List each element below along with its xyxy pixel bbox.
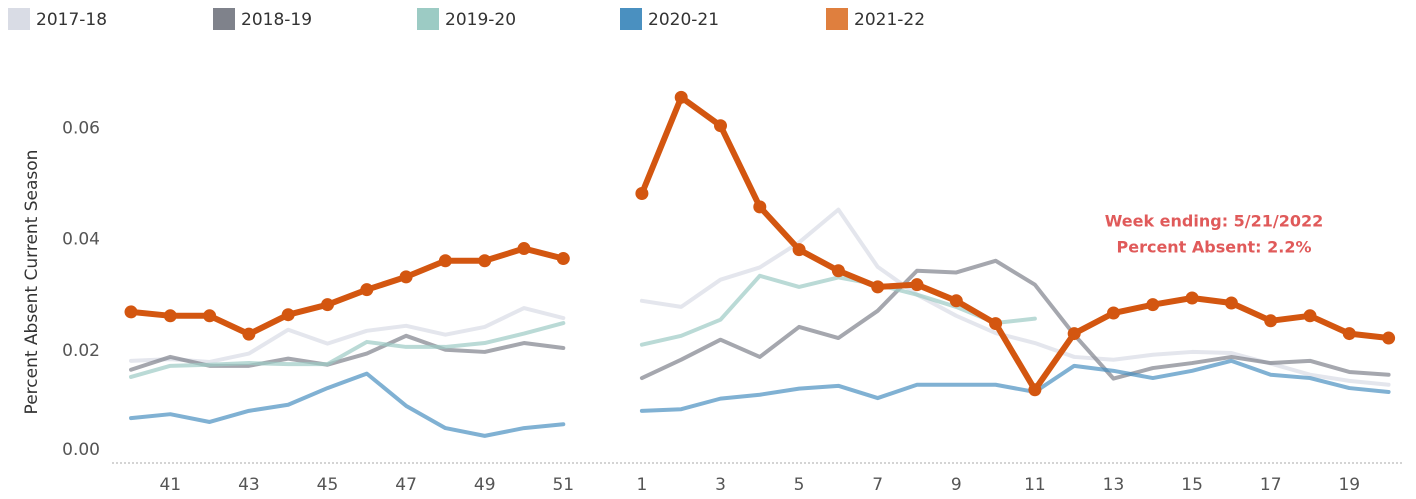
point (399, 270, 413, 284)
point (556, 252, 570, 266)
point (989, 317, 1003, 331)
series-line (639, 273, 1037, 347)
point (1185, 291, 1199, 305)
point (163, 309, 177, 323)
x-tick-label: 13 (1103, 475, 1125, 495)
legend-label: 2018-19 (241, 10, 312, 30)
point (674, 90, 688, 104)
x-tick-label: 41 (159, 475, 181, 495)
point (124, 305, 138, 319)
x-tick-label: 43 (238, 475, 260, 495)
point (1382, 331, 1396, 345)
x-tick-label: 11 (1024, 475, 1046, 495)
point (1264, 314, 1278, 328)
point (360, 283, 374, 297)
legend-swatch (620, 8, 642, 30)
series-line (129, 306, 566, 364)
point (321, 298, 334, 312)
series-line (639, 358, 1391, 413)
legend-label: 2020-21 (648, 10, 719, 30)
series-line (639, 258, 1391, 381)
series-line (129, 321, 566, 379)
x-tick-label: 5 (794, 475, 805, 495)
point (281, 308, 295, 322)
legend-label: 2021-22 (854, 10, 925, 30)
series-line (128, 245, 567, 338)
point (949, 294, 963, 308)
x-tick-label: 17 (1260, 475, 1282, 495)
x-tick-label: 1 (636, 475, 647, 495)
y-tick-label: 0.02 (62, 341, 100, 361)
legend-swatch (8, 8, 30, 30)
point (517, 242, 531, 256)
series-line (638, 94, 1392, 393)
y-tick-label: 0.04 (62, 230, 100, 250)
point (1303, 309, 1317, 323)
x-tick-label: 7 (872, 475, 883, 495)
point (635, 187, 649, 201)
point (871, 280, 885, 294)
point (1224, 296, 1238, 310)
x-tick-label: 15 (1181, 475, 1203, 495)
legend-swatch (213, 8, 235, 30)
annotation: Week ending: 5/21/2022 (1105, 212, 1324, 231)
point (242, 327, 256, 341)
point (792, 243, 806, 257)
y-tick-label: 0.00 (62, 440, 100, 460)
x-tick-label: 49 (474, 475, 496, 495)
x-tick-label: 47 (395, 475, 417, 495)
y-axis-label: Percent Absent Current Season (22, 150, 42, 415)
x-tick-label: 3 (715, 475, 726, 495)
x-tick-label: 51 (552, 475, 574, 495)
point (478, 254, 492, 268)
x-tick-label: 45 (317, 475, 339, 495)
point (753, 200, 767, 214)
legend-label: 2017-18 (36, 10, 107, 30)
x-tick-label: 19 (1338, 475, 1360, 495)
point (1067, 327, 1081, 341)
legend-label: 2019-20 (445, 10, 516, 30)
legend-swatch (826, 8, 848, 30)
y-tick-label: 0.06 (62, 118, 100, 138)
series-line (129, 371, 566, 438)
point (203, 309, 217, 323)
annotation: Percent Absent: 2.2% (1116, 238, 1311, 257)
x-tick-label: 9 (951, 475, 962, 495)
point (1342, 327, 1356, 341)
point (1028, 383, 1042, 397)
legend-swatch (417, 8, 439, 30)
point (1146, 298, 1160, 312)
point (438, 254, 452, 268)
point (714, 119, 727, 133)
point (910, 278, 924, 292)
point (831, 264, 845, 278)
point (1107, 306, 1120, 320)
